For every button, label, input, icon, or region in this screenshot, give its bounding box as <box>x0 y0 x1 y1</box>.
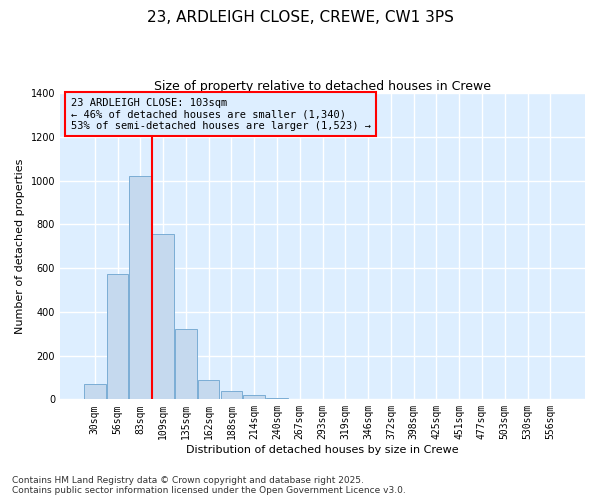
Text: 23, ARDLEIGH CLOSE, CREWE, CW1 3PS: 23, ARDLEIGH CLOSE, CREWE, CW1 3PS <box>146 10 454 25</box>
Title: Size of property relative to detached houses in Crewe: Size of property relative to detached ho… <box>154 80 491 93</box>
Bar <box>221 390 242 400</box>
Bar <box>244 395 265 400</box>
Text: 23 ARDLEIGH CLOSE: 103sqm
← 46% of detached houses are smaller (1,340)
53% of se: 23 ARDLEIGH CLOSE: 103sqm ← 46% of detac… <box>71 98 371 131</box>
Bar <box>152 234 174 400</box>
Text: Contains HM Land Registry data © Crown copyright and database right 2025.
Contai: Contains HM Land Registry data © Crown c… <box>12 476 406 495</box>
Bar <box>175 330 197 400</box>
Bar <box>84 384 106 400</box>
Bar <box>266 398 288 400</box>
Bar <box>107 274 128 400</box>
Bar <box>130 176 151 400</box>
Y-axis label: Number of detached properties: Number of detached properties <box>15 158 25 334</box>
Bar <box>198 380 220 400</box>
X-axis label: Distribution of detached houses by size in Crewe: Distribution of detached houses by size … <box>186 445 459 455</box>
